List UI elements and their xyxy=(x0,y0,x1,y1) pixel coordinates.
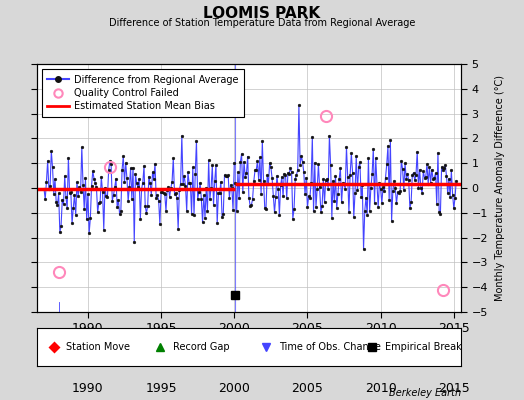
Text: Berkeley Earth: Berkeley Earth xyxy=(389,388,461,398)
Text: 1995: 1995 xyxy=(145,382,177,395)
Text: LOOMIS PARK: LOOMIS PARK xyxy=(203,6,321,21)
Text: 2015: 2015 xyxy=(438,382,470,395)
Text: Record Gap: Record Gap xyxy=(172,342,229,352)
Text: 2005: 2005 xyxy=(291,382,323,395)
Y-axis label: Monthly Temperature Anomaly Difference (°C): Monthly Temperature Anomaly Difference (… xyxy=(495,75,505,301)
Legend: Difference from Regional Average, Quality Control Failed, Estimated Station Mean: Difference from Regional Average, Qualit… xyxy=(41,69,244,117)
Text: Station Move: Station Move xyxy=(67,342,130,352)
Text: 2010: 2010 xyxy=(365,382,397,395)
Text: Time of Obs. Change: Time of Obs. Change xyxy=(279,342,380,352)
Text: Difference of Station Temperature Data from Regional Average: Difference of Station Temperature Data f… xyxy=(109,18,415,28)
Text: Empirical Break: Empirical Break xyxy=(385,342,462,352)
Text: 1990: 1990 xyxy=(72,382,104,395)
Text: 2000: 2000 xyxy=(219,382,250,395)
